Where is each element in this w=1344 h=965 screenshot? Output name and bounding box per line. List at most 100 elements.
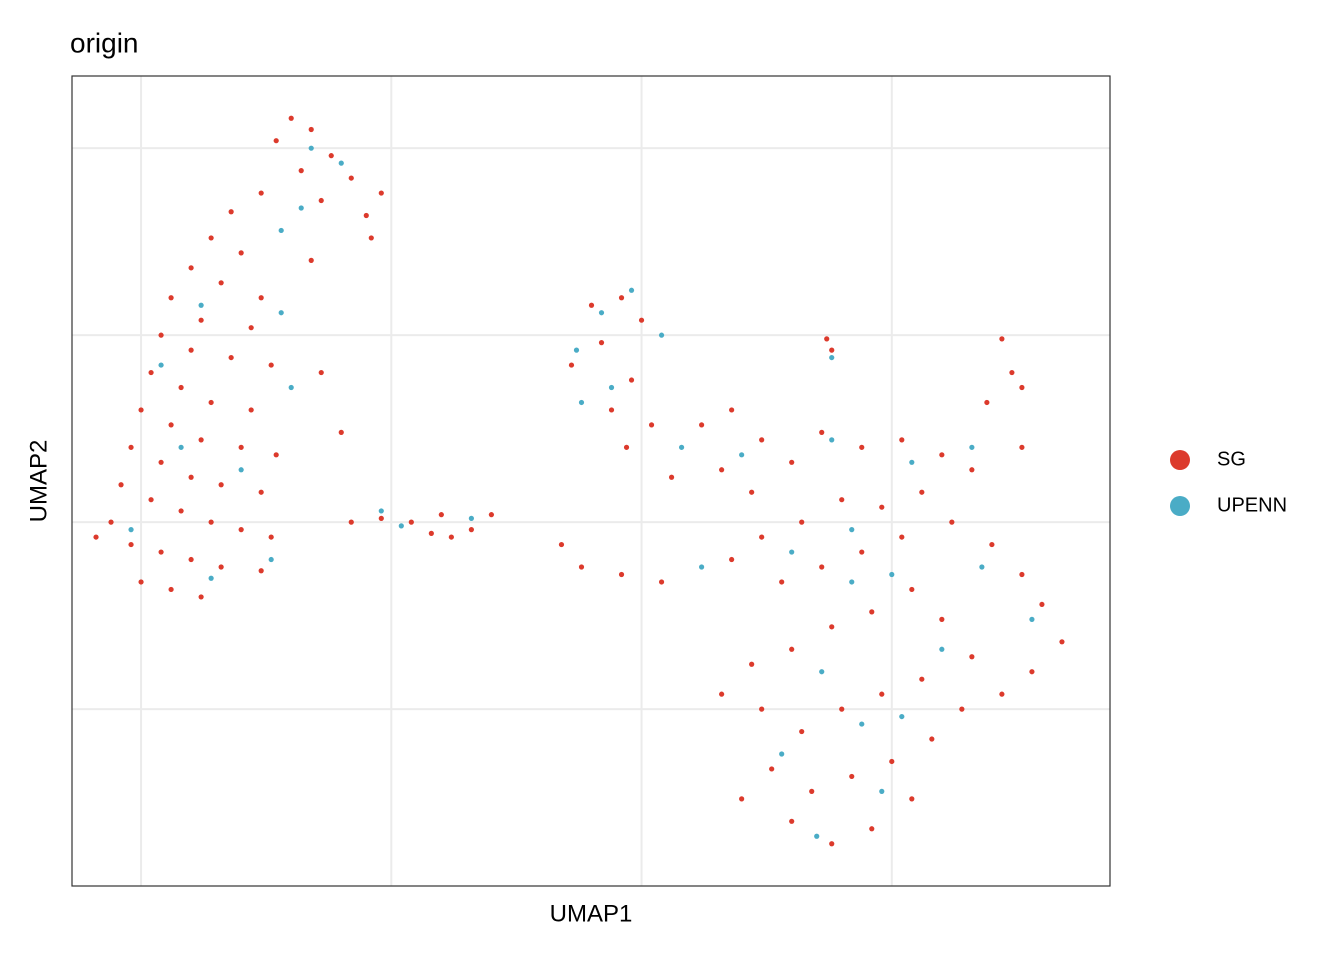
point bbox=[238, 467, 244, 473]
point bbox=[273, 138, 279, 144]
point bbox=[648, 422, 655, 428]
point bbox=[188, 347, 194, 353]
point bbox=[759, 706, 765, 712]
point bbox=[819, 429, 825, 435]
point bbox=[889, 758, 895, 765]
point bbox=[168, 586, 174, 593]
point bbox=[729, 556, 735, 563]
point bbox=[558, 541, 565, 548]
point bbox=[348, 519, 354, 525]
point bbox=[969, 444, 975, 450]
point bbox=[198, 594, 204, 600]
point bbox=[939, 646, 945, 652]
point bbox=[699, 564, 705, 570]
point bbox=[108, 519, 114, 525]
point bbox=[268, 362, 274, 368]
point bbox=[188, 474, 194, 480]
point bbox=[158, 332, 164, 338]
series bbox=[128, 145, 1035, 839]
point bbox=[408, 519, 414, 525]
point bbox=[899, 437, 905, 443]
point bbox=[668, 474, 675, 480]
point bbox=[658, 579, 665, 585]
point bbox=[789, 549, 795, 555]
point bbox=[568, 362, 575, 368]
point bbox=[198, 317, 204, 323]
point bbox=[198, 437, 204, 443]
point bbox=[128, 444, 134, 450]
point bbox=[328, 153, 334, 159]
point bbox=[278, 227, 284, 234]
point bbox=[779, 751, 785, 757]
point bbox=[598, 340, 605, 346]
point bbox=[789, 459, 795, 465]
point bbox=[869, 609, 875, 615]
point bbox=[939, 616, 945, 622]
point bbox=[1039, 601, 1045, 608]
point bbox=[378, 508, 384, 514]
point bbox=[258, 190, 264, 196]
point bbox=[789, 818, 795, 824]
legend-marker bbox=[1170, 450, 1190, 470]
point bbox=[799, 519, 805, 525]
point bbox=[1029, 616, 1035, 622]
point bbox=[158, 459, 164, 465]
point bbox=[829, 354, 835, 361]
point bbox=[1009, 369, 1015, 376]
point bbox=[839, 706, 845, 712]
point bbox=[1019, 571, 1025, 578]
point bbox=[979, 564, 985, 570]
point bbox=[468, 515, 474, 521]
point bbox=[208, 519, 214, 525]
point bbox=[909, 459, 915, 465]
point bbox=[118, 482, 124, 488]
point bbox=[208, 399, 214, 406]
point bbox=[438, 512, 444, 518]
point bbox=[148, 369, 154, 376]
point bbox=[929, 736, 935, 742]
point bbox=[859, 444, 865, 450]
point bbox=[238, 444, 244, 450]
point bbox=[338, 429, 344, 435]
point bbox=[829, 437, 835, 443]
point bbox=[138, 407, 144, 413]
point bbox=[298, 205, 304, 211]
y-axis-label: UMAP2 bbox=[25, 440, 52, 523]
point bbox=[608, 384, 615, 391]
point bbox=[288, 115, 294, 121]
point bbox=[228, 354, 234, 361]
point bbox=[779, 579, 785, 585]
point bbox=[919, 676, 925, 682]
point bbox=[1019, 444, 1025, 450]
point bbox=[699, 422, 705, 428]
point bbox=[889, 571, 895, 578]
point bbox=[188, 556, 194, 563]
point bbox=[178, 508, 184, 514]
point bbox=[658, 332, 665, 338]
point bbox=[238, 250, 244, 256]
point bbox=[849, 527, 855, 533]
point bbox=[208, 575, 214, 581]
point bbox=[824, 336, 830, 342]
point bbox=[829, 347, 835, 353]
point bbox=[623, 444, 630, 450]
point bbox=[598, 310, 605, 316]
point bbox=[969, 467, 975, 473]
point bbox=[158, 362, 164, 368]
point bbox=[879, 788, 885, 794]
point bbox=[168, 295, 174, 301]
point bbox=[799, 728, 805, 735]
point bbox=[248, 407, 254, 413]
point bbox=[398, 523, 404, 529]
point bbox=[809, 788, 815, 794]
point bbox=[308, 126, 314, 133]
point bbox=[378, 515, 384, 521]
point bbox=[148, 497, 154, 503]
point bbox=[949, 519, 955, 525]
point bbox=[859, 721, 865, 727]
point bbox=[308, 145, 314, 151]
point bbox=[258, 568, 264, 574]
point bbox=[488, 512, 495, 518]
